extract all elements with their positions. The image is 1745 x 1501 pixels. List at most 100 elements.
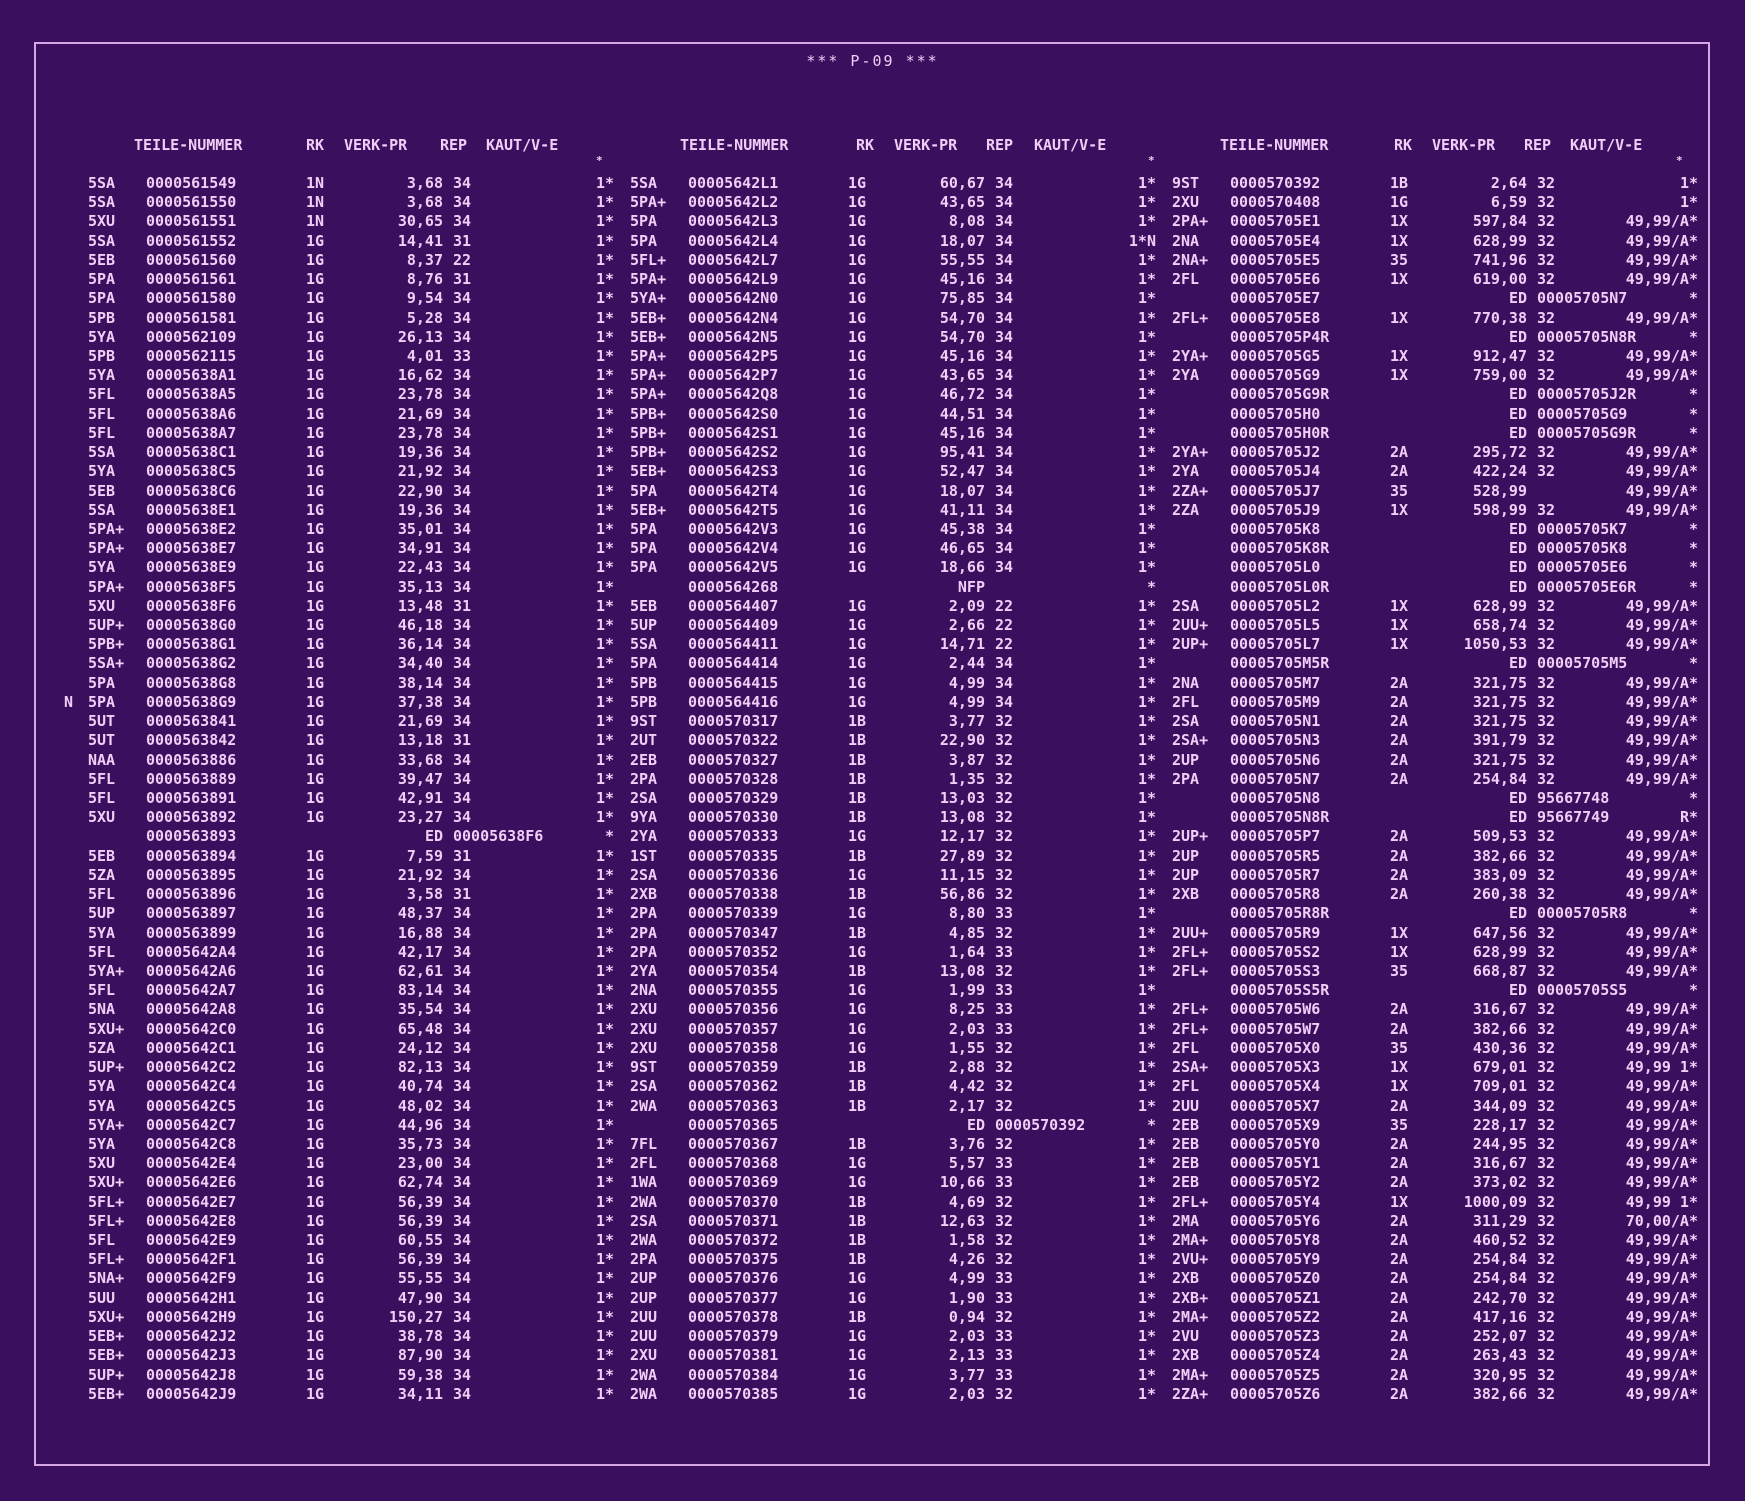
row-rk: 1G — [1390, 193, 1409, 212]
row-price: 60,67 — [939, 174, 985, 192]
row-part-number: 00005642V4 — [688, 539, 779, 558]
row-rep: 31 — [453, 596, 472, 615]
row-price: 4,99 — [948, 673, 985, 692]
row-part-number: 00005705Y8 — [1230, 1231, 1321, 1250]
row-kaut: 1* — [1137, 673, 1156, 692]
row-kaut: 1* — [1137, 308, 1156, 327]
table-row: 2MA 00005705Y6 2A 311,29 32 70,00/A* — [1172, 1212, 1702, 1231]
row-kaut: 1* — [595, 731, 614, 750]
row-rk: 35 — [1390, 1038, 1409, 1057]
row-kaut: 1* — [595, 443, 614, 462]
row-rk: 1G — [848, 1269, 867, 1288]
row-rep: 32 — [995, 1038, 1014, 1057]
row-group-code: 2EB — [1172, 1173, 1200, 1192]
row-rep: 32 — [1537, 366, 1556, 385]
table-row: 5FL 00005642A4 1G 42,17 34 1* — [88, 943, 618, 962]
row-kaut: 1* — [1137, 1096, 1156, 1115]
row-group-code: 5SA+ — [88, 654, 125, 673]
row-kaut: 1* — [595, 1077, 614, 1096]
row-kaut: 1* — [595, 712, 614, 731]
table-row: 2UU+ 00005705L5 1X 658,74 32 49,99/A* — [1172, 616, 1702, 635]
row-group-code: 2MA+ — [1172, 1365, 1209, 1384]
row-rk: 35 — [1390, 1115, 1409, 1134]
row-group-code: 2UP+ — [1172, 635, 1209, 654]
row-rep: 32 — [1537, 1154, 1556, 1173]
row-kaut: 1* — [1137, 1365, 1156, 1384]
row-price: 382,66 — [1472, 1019, 1527, 1038]
table-row: 2FL 00005705X0 35 430,36 32 49,99/A* — [1172, 1039, 1702, 1058]
row-kaut: 1* — [1137, 539, 1156, 558]
row-rep: 32 — [1537, 346, 1556, 365]
row-group-code: 2YA — [1172, 462, 1200, 481]
row-rk: 1G — [848, 289, 867, 308]
row-rep: 34 — [995, 673, 1014, 692]
row-price: 320,95 — [1472, 1365, 1527, 1384]
row-group-code: 5UP — [630, 616, 658, 635]
table-row: 2MA+ 00005705Y8 2A 460,52 32 49,99/A* — [1172, 1231, 1702, 1250]
row-part-number: 0000570356 — [688, 1000, 779, 1019]
row-rk: 1G — [848, 1154, 867, 1173]
row-price: 46,72 — [939, 385, 985, 404]
table-row: 5PB 0000561581 1G 5,28 34 1* — [88, 309, 618, 328]
table-row: 5SA 00005642L1 1G 60,67 34 1* — [630, 174, 1160, 193]
row-rk: 2A — [1390, 712, 1409, 731]
row-part-number: 00005705E6 — [1230, 270, 1321, 289]
table-row: 5PA 00005638G8 1G 38,14 34 1* — [88, 674, 618, 693]
row-rk: 1G — [306, 1173, 325, 1192]
table-row: 2FL+ 00005705Y4 1X 1000,09 32 49,99 1* — [1172, 1193, 1702, 1212]
table-row: 2PA+ 00005705E1 1X 597,84 32 49,99/A* — [1172, 212, 1702, 231]
row-rk: 1G — [306, 750, 325, 769]
row-price: 27,89 — [939, 846, 985, 865]
row-part-number: 00005705H0 — [1230, 404, 1321, 423]
row-rk: 1G — [306, 1077, 325, 1096]
row-price: 4,69 — [948, 1192, 985, 1211]
row-rep: 32 — [995, 1307, 1014, 1326]
row-part-number: 0000563842 — [146, 731, 237, 750]
row-rk: 1B — [848, 808, 867, 827]
row-price: NFP — [957, 577, 985, 596]
row-group-code: 5XU — [88, 596, 116, 615]
row-price: 62,74 — [397, 1173, 443, 1192]
row-rk: 1G — [306, 616, 325, 635]
row-rk: 1G — [848, 462, 867, 481]
row-rep: 32 — [1537, 500, 1556, 519]
row-kaut: 1* — [1137, 1231, 1156, 1250]
row-price: 26,13 — [397, 327, 443, 346]
row-part-number: 0000570322 — [688, 731, 779, 750]
table-row: 2WA 0000570372 1B 1,58 32 1* — [630, 1231, 1160, 1250]
row-part-number: 00005705L2 — [1230, 596, 1321, 615]
row-price: 679,01 — [1472, 1058, 1527, 1077]
row-rep: 34 — [453, 174, 472, 192]
row-part-number: 00005638C6 — [146, 481, 237, 500]
header-star: * — [1676, 154, 1683, 167]
table-row: 5YA 00005642C4 1G 40,74 34 1* — [88, 1077, 618, 1096]
table-row: 00005705N8 ED 95667748 * — [1172, 789, 1702, 808]
row-rep: 34 — [995, 462, 1014, 481]
row-kaut: 49,99/A* — [1625, 1000, 1698, 1019]
table-row: 2EB 00005705X9 35 228,17 32 49,99/A* — [1172, 1116, 1702, 1135]
row-group-code: 2VU+ — [1172, 1250, 1209, 1269]
row-rk: 1G — [848, 443, 867, 462]
row-part-number: 00005705X4 — [1230, 1077, 1321, 1096]
row-group-code: 2UU+ — [1172, 616, 1209, 635]
row-rep: 34 — [995, 212, 1014, 231]
row-kaut: 1* — [595, 308, 614, 327]
row-rk: 1G — [306, 1019, 325, 1038]
row-rep: 33 — [995, 1269, 1014, 1288]
row-group-code: 5PA — [88, 270, 116, 289]
row-group-code: 5XU — [88, 212, 116, 231]
row-price: 35,13 — [397, 577, 443, 596]
table-row: 2NA 00005705E4 1X 628,99 32 49,99/A* — [1172, 232, 1702, 251]
row-kaut: 49,99/A* — [1625, 1250, 1698, 1269]
row-price: 18,66 — [939, 558, 985, 577]
row-rep: 34 — [453, 1211, 472, 1230]
row-price: 22,90 — [397, 481, 443, 500]
row-part-number: 00005705S2 — [1230, 942, 1321, 961]
row-rep: 32 — [1537, 1192, 1556, 1211]
row-part-number: 00005642L3 — [688, 212, 779, 231]
row-part-number: 0000570357 — [688, 1019, 779, 1038]
row-group-code: 5UP — [88, 904, 116, 923]
row-rk: 1G — [306, 1365, 325, 1384]
row-rep: 34 — [453, 212, 472, 231]
row-group-code: 2SA — [1172, 596, 1200, 615]
